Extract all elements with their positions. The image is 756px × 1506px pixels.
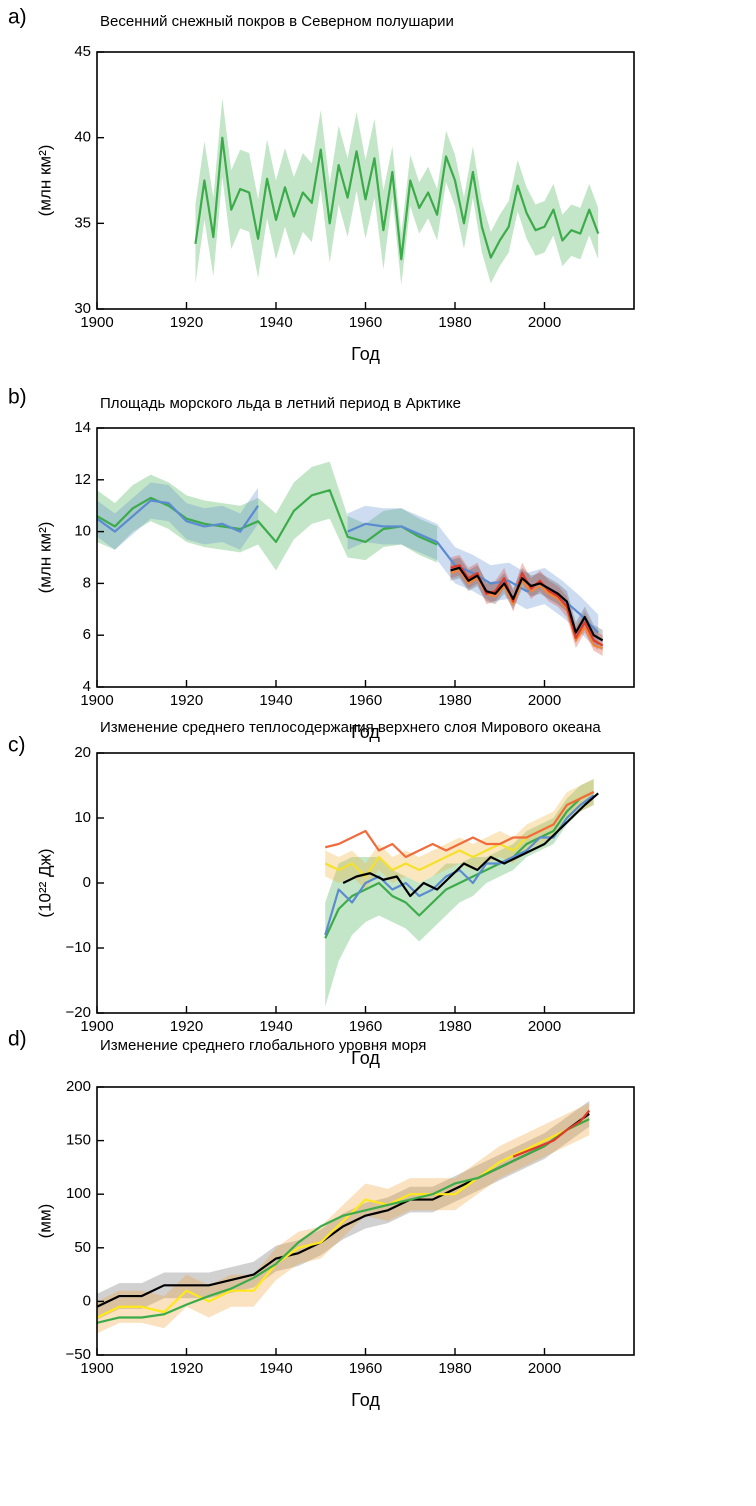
panel-label: b) [8, 386, 27, 409]
series-line [324, 791, 595, 859]
series-line [324, 794, 595, 936]
x-axis-label: Год [351, 344, 380, 364]
uncertainty-band [325, 779, 594, 1007]
y-tick-label: 150 [66, 1132, 91, 1149]
y-tick-label: 40 [74, 129, 91, 146]
series-line [450, 569, 603, 650]
x-tick-label: 1900 [80, 1360, 113, 1377]
y-tick-label: 200 [66, 1078, 91, 1095]
y-tick-label: 10 [74, 809, 91, 826]
x-tick-label: 1920 [170, 1018, 203, 1035]
x-tick-label: 1920 [170, 1360, 203, 1377]
panel-title: Изменение среднего глобального уровня мо… [100, 1037, 426, 1054]
y-tick-label: 14 [74, 419, 91, 436]
x-tick-label: 1980 [438, 692, 471, 709]
uncertainty-band [450, 557, 603, 651]
y-tick-label: 6 [83, 626, 91, 643]
uncertainty-band [97, 461, 438, 571]
x-tick-label: 1980 [438, 1360, 471, 1377]
panel-label: c) [8, 734, 26, 757]
x-tick-label: 1920 [170, 314, 203, 331]
x-tick-label: 1980 [438, 1018, 471, 1035]
plot-area [324, 779, 599, 1007]
panel-label: a) [8, 6, 27, 29]
x-tick-label: 1900 [80, 314, 113, 331]
panel-title: Площадь морского льда в летний период в … [100, 395, 461, 412]
uncertainty-band [97, 1103, 590, 1334]
uncertainty-band [97, 1100, 590, 1320]
x-tick-label: 2000 [528, 314, 561, 331]
series-line [97, 489, 438, 546]
y-tick-label: 45 [74, 43, 91, 60]
panel-title: Изменение среднего теплосодержания верхн… [100, 719, 601, 736]
series-line [512, 1109, 591, 1158]
x-axis-label: Год [351, 1390, 380, 1410]
x-tick-label: 1900 [80, 692, 113, 709]
y-tick-label: 8 [83, 574, 91, 591]
x-tick-label: 1940 [259, 1360, 292, 1377]
x-tick-label: 1960 [349, 1360, 382, 1377]
x-tick-label: 1900 [80, 1018, 113, 1035]
x-tick-label: 1960 [349, 314, 382, 331]
series-line [97, 1118, 590, 1324]
y-tick-label: −10 [66, 939, 91, 956]
x-axis-label: Год [351, 722, 380, 742]
series-line [342, 792, 599, 898]
x-tick-label: 1940 [259, 692, 292, 709]
y-axis-label: (10²² Дж) [35, 848, 54, 917]
uncertainty-band [325, 779, 594, 890]
x-tick-label: 1960 [349, 692, 382, 709]
y-axis-label: (млн км²) [35, 522, 54, 594]
y-tick-label: 12 [74, 471, 91, 488]
x-axis-label: Год [351, 1048, 380, 1068]
y-tick-label: 100 [66, 1185, 91, 1202]
series-line [450, 566, 604, 642]
y-tick-label: 20 [74, 744, 91, 761]
y-tick-label: 4 [83, 678, 91, 695]
y-tick-label: 0 [83, 874, 91, 891]
x-tick-label: 2000 [528, 692, 561, 709]
y-tick-label: 35 [74, 214, 91, 231]
series-line [97, 1118, 590, 1319]
x-tick-label: 1920 [170, 692, 203, 709]
uncertainty-band [450, 554, 603, 656]
y-axis-label: (мм) [35, 1204, 54, 1239]
x-tick-label: 1980 [438, 314, 471, 331]
y-tick-label: 0 [83, 1292, 91, 1309]
x-tick-label: 1960 [349, 1018, 382, 1035]
panel-label: d) [8, 1028, 27, 1051]
x-tick-label: 1940 [259, 1018, 292, 1035]
y-axis-label: (млн км²) [35, 145, 54, 217]
plot-area [194, 98, 600, 286]
series-line [194, 136, 600, 261]
y-tick-label: 50 [74, 1239, 91, 1256]
plot-area [97, 461, 604, 656]
plot-area [97, 1100, 591, 1334]
series-line [324, 791, 595, 939]
panel-title: Весенний снежный покров в Северном полуш… [100, 13, 454, 30]
uncertainty-band [195, 98, 599, 286]
x-tick-label: 1940 [259, 314, 292, 331]
y-tick-label: 30 [74, 300, 91, 317]
x-tick-label: 2000 [528, 1360, 561, 1377]
y-tick-label: 10 [74, 523, 91, 540]
x-tick-label: 2000 [528, 1018, 561, 1035]
y-tick-label: −20 [66, 1004, 91, 1021]
y-tick-label: −50 [66, 1346, 91, 1363]
